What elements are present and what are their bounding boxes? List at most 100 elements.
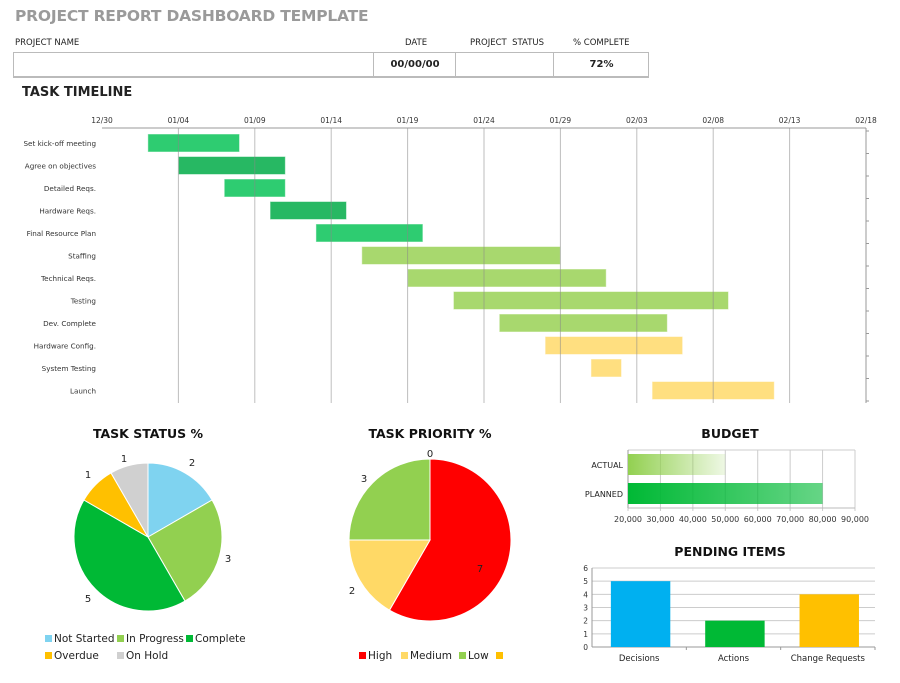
legend-label: Low bbox=[468, 650, 489, 662]
pie-slice bbox=[147, 462, 213, 538]
legend-swatch bbox=[117, 652, 124, 659]
task-bar bbox=[544, 336, 684, 355]
task-label: Detailed Reqs. bbox=[44, 184, 96, 193]
task-label: Set kick-off meeting bbox=[24, 139, 97, 148]
project-info-box: 00/00/00 72% bbox=[13, 52, 649, 78]
category-label: Actions bbox=[718, 654, 750, 664]
project-status-label: PROJECT STATUS bbox=[470, 38, 545, 48]
category-label: Decisions bbox=[619, 654, 660, 664]
pie-data-label: 0 bbox=[427, 449, 433, 460]
task-label: Dev. Complete bbox=[43, 319, 96, 328]
pending-bar bbox=[799, 594, 859, 647]
x-tick-label: 01/19 bbox=[397, 116, 419, 125]
task-bar bbox=[269, 201, 347, 220]
pie-data-label: 2 bbox=[349, 586, 355, 597]
task-label: Launch bbox=[70, 387, 96, 396]
pie-data-label: 3 bbox=[225, 554, 231, 565]
legend-swatch bbox=[496, 652, 503, 659]
legend-swatch bbox=[459, 652, 466, 659]
pie-slice bbox=[110, 462, 149, 539]
task-timeline-title: TASK TIMELINE bbox=[22, 85, 133, 100]
task-label: Testing bbox=[70, 297, 96, 306]
task-label: System Testing bbox=[42, 364, 96, 373]
pie-data-label: 2 bbox=[189, 458, 195, 469]
date-field[interactable]: 00/00/00 bbox=[373, 53, 456, 76]
pending-bar bbox=[610, 581, 671, 647]
x-tick-label: 90,000 bbox=[841, 515, 869, 524]
x-tick-label: 40,000 bbox=[679, 515, 707, 524]
legend-swatch bbox=[117, 635, 124, 642]
y-tick-label: 4 bbox=[583, 590, 588, 599]
legend-label: Complete bbox=[195, 633, 246, 645]
pie-slice bbox=[73, 499, 186, 612]
legend-label: On Hold bbox=[126, 650, 168, 662]
task-bar bbox=[315, 223, 424, 243]
task-label: Staffing bbox=[68, 252, 96, 261]
x-tick-label: 01/24 bbox=[473, 116, 495, 125]
budget-bar bbox=[628, 454, 726, 475]
legend-swatch bbox=[45, 635, 52, 642]
pie-data-label: 1 bbox=[85, 470, 91, 481]
task-label: Technical Reqs. bbox=[40, 274, 96, 283]
task-bar bbox=[590, 358, 623, 378]
task-bar bbox=[361, 246, 561, 265]
x-tick-label: 02/13 bbox=[779, 116, 801, 125]
task-bar bbox=[407, 268, 607, 288]
percent-complete-field[interactable]: 72% bbox=[553, 53, 649, 76]
task-label: Final Resource Plan bbox=[27, 229, 96, 238]
page-title: PROJECT REPORT DASHBOARD TEMPLATE bbox=[15, 7, 369, 25]
pie-title: TASK STATUS % bbox=[93, 426, 204, 441]
project-status-field[interactable] bbox=[455, 53, 554, 76]
y-tick-label: 2 bbox=[583, 617, 588, 626]
date-label: DATE bbox=[405, 38, 428, 48]
task-bar bbox=[498, 313, 668, 333]
pending-bar bbox=[705, 620, 765, 647]
legend-swatch bbox=[401, 652, 408, 659]
project-name-label: PROJECT NAME bbox=[15, 38, 80, 48]
pie-slice bbox=[388, 458, 512, 622]
category-label: Change Requests bbox=[791, 654, 866, 664]
x-tick-label: 01/29 bbox=[550, 116, 572, 125]
task-label: Agree on objectives bbox=[25, 162, 96, 171]
pie-slice bbox=[348, 539, 431, 611]
pie-slice bbox=[348, 458, 431, 541]
pie-data-label: 5 bbox=[85, 594, 91, 605]
task-bar bbox=[452, 291, 729, 310]
pie-slice bbox=[147, 499, 223, 602]
pie-data-label: 7 bbox=[477, 564, 483, 575]
task-bar bbox=[177, 156, 286, 175]
x-tick-label: 02/08 bbox=[702, 116, 724, 125]
task-label: Hardware Reqs. bbox=[39, 207, 96, 216]
legend-swatch bbox=[186, 635, 193, 642]
y-tick-label: 1 bbox=[583, 630, 588, 639]
pie-data-label: 3 bbox=[361, 474, 367, 485]
pie-data-label: 1 bbox=[121, 454, 127, 465]
x-tick-label: 02/03 bbox=[626, 116, 648, 125]
x-tick-label: 20,000 bbox=[614, 515, 642, 524]
x-tick-label: 12/30 bbox=[91, 116, 113, 125]
legend-label: Overdue bbox=[54, 650, 99, 662]
budget-title: BUDGET bbox=[701, 426, 759, 441]
x-tick-label: 60,000 bbox=[744, 515, 772, 524]
task-label: Hardware Config. bbox=[34, 342, 96, 351]
category-label: PLANNED bbox=[585, 490, 623, 499]
legend-label: High bbox=[368, 650, 392, 662]
task-bar bbox=[147, 133, 241, 153]
y-tick-label: 6 bbox=[583, 564, 588, 573]
y-tick-label: 0 bbox=[583, 643, 588, 652]
y-tick-label: 5 bbox=[583, 577, 588, 586]
percent-complete-label: % COMPLETE bbox=[573, 38, 630, 48]
x-tick-label: 30,000 bbox=[646, 515, 674, 524]
legend-swatch bbox=[45, 652, 52, 659]
x-tick-label: 50,000 bbox=[711, 515, 739, 524]
budget-bar bbox=[628, 483, 823, 504]
legend-label: Not Started bbox=[54, 633, 115, 645]
x-tick-label: 02/18 bbox=[855, 116, 877, 125]
x-tick-label: 01/09 bbox=[244, 116, 266, 125]
category-label: ACTUAL bbox=[591, 461, 623, 470]
y-tick-label: 3 bbox=[583, 604, 588, 613]
legend-swatch bbox=[359, 652, 366, 659]
legend-label: Medium bbox=[410, 650, 452, 662]
x-tick-label: 70,000 bbox=[776, 515, 804, 524]
